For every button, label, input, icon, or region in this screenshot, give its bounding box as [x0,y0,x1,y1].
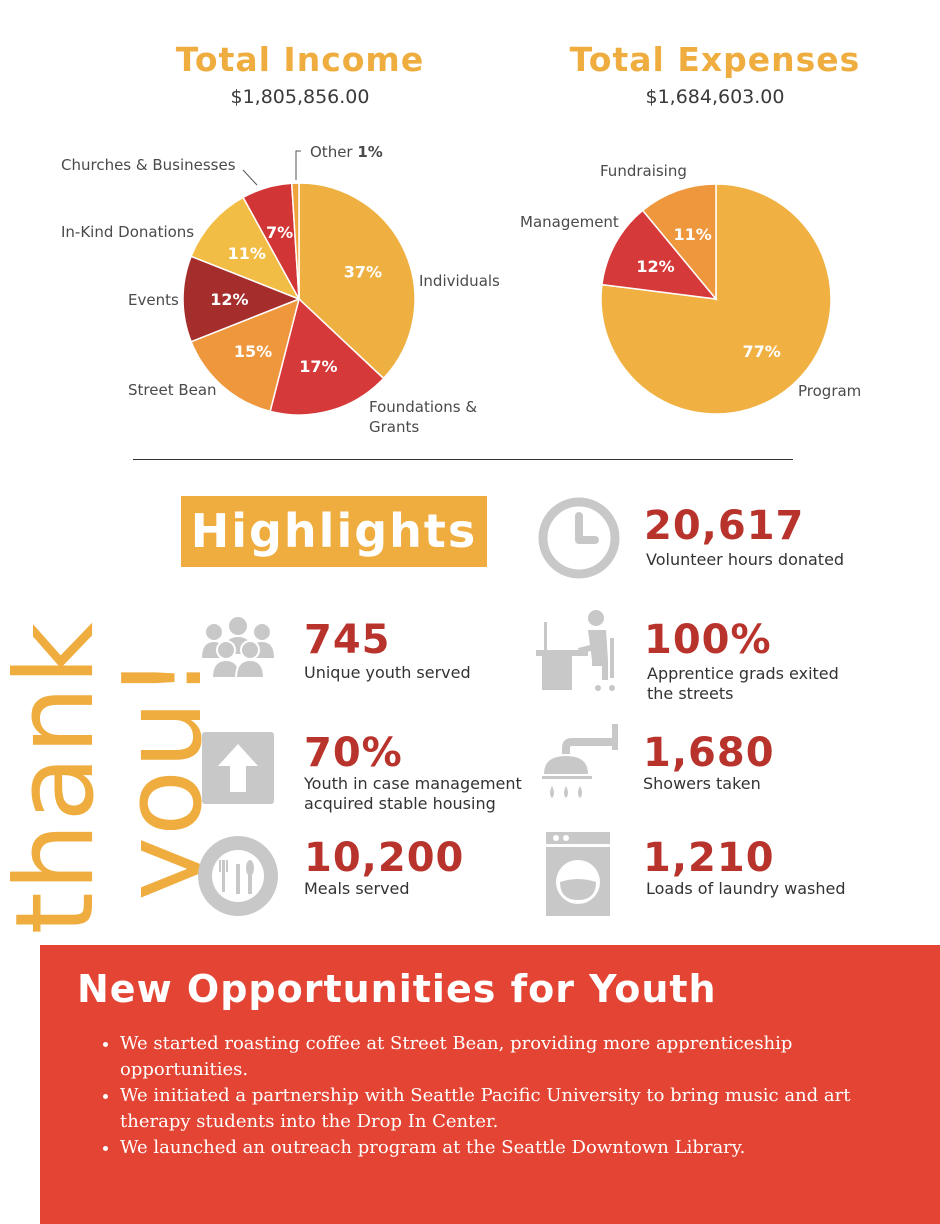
income-value-label-4: 11% [228,244,266,263]
stat-meals-label: Meals served [304,879,410,898]
income-value-label-2: 15% [234,342,272,361]
opportunities-section: New Opportunities for Youth We started r… [40,945,940,1224]
stat-youth-served-value: 745 [304,617,391,663]
income-slice-3 [182,255,302,343]
expense-value-label-2: 11% [673,225,711,244]
washing-machine-icon [546,832,610,916]
group-icon [202,617,274,679]
stat-apprentice-label-line-2: the streets [647,684,734,703]
shower-icon [542,724,618,798]
stat-showers-label: Showers taken [643,774,761,793]
income-label-other: Other 1% [310,143,383,161]
income-label-inkind: In-Kind Donations [61,223,195,241]
leader-line-other [295,150,301,180]
highlights-title: Highlights [190,504,478,558]
stat-apprentice-label-line-1: Apprentice grads exited [647,664,839,683]
section-divider [133,459,793,460]
income-label-churches: Churches & Businesses [61,156,236,174]
expenses-title: Total Expenses [569,40,861,79]
opportunity-item-3: We launched an outreach program at the S… [120,1135,860,1161]
plate-icon [198,836,278,916]
opportunity-item-1: We started roasting coffee at Street Bea… [120,1031,860,1083]
income-title: Total Income [175,40,425,79]
income-pie-chart: 37% 17% 15% 12% 11%7% [182,182,416,416]
income-total: $1,805,856.00 [230,86,370,108]
income-label-other-name: Other [310,143,353,161]
stat-housing-value: 70% [304,730,403,776]
income-slice-6 [290,182,300,300]
stat-housing-label-line-1: Youth in case management [304,774,522,793]
income-value-label-5: 7% [266,223,293,242]
stat-apprentice-label: Apprentice grads exited the streets [647,664,839,704]
expense-value-label-0: 77% [742,342,780,361]
stat-volunteer-hours-value: 20,617 [644,503,805,549]
stat-meals-value: 10,200 [304,835,465,881]
income-label-individuals: Individuals [419,272,500,290]
income-slice-0 [298,182,416,380]
stat-laundry-value: 1,210 [643,835,775,881]
income-value-label-3: 12% [210,290,248,309]
stat-showers-value: 1,680 [643,730,775,776]
income-slice-1 [269,297,385,416]
income-value-label-1: 17% [299,357,337,376]
expense-label-management: Management [520,213,619,231]
expenses-total: $1,684,603.00 [645,86,785,108]
leader-line-churches [242,169,258,186]
opportunities-title: New Opportunities for Youth [77,967,717,1011]
expense-label-program: Program [798,382,862,400]
income-label-events: Events [128,291,179,309]
expense-slice-1 [601,209,718,300]
expenses-pie-chart: 77% 12% 11% [600,183,832,415]
income-slice-4 [190,196,301,301]
expense-value-label-1: 12% [636,257,674,276]
income-label-streetbean: Street Bean [128,381,217,399]
stat-housing-label-line-2: acquired stable housing [304,794,496,813]
highlights-banner: Highlights [181,496,487,567]
stat-apprentice-value: 100% [644,617,772,663]
income-label-other-value: 1% [357,143,383,161]
income-label-foundations: Foundations & Grants [369,398,478,436]
stat-laundry-label: Loads of laundry washed [646,879,846,898]
opportunities-list: We started roasting coffee at Street Bea… [98,1031,860,1161]
expense-label-fundraising: Fundraising [600,162,687,180]
income-slice-2 [190,297,301,413]
clock-icon [538,497,620,579]
up-arrow-icon [202,732,274,804]
opportunity-item-2: We initiated a partnership with Seattle … [120,1083,860,1135]
expense-slice-2 [641,183,717,302]
stat-volunteer-hours-label: Volunteer hours donated [646,550,845,569]
desk-worker-icon [536,610,615,691]
income-value-label-0: 37% [344,262,382,281]
stat-youth-served-label: Unique youth served [304,663,471,682]
income-leader-lines [242,150,301,186]
stat-housing-label: Youth in case management acquired stable … [304,774,522,814]
